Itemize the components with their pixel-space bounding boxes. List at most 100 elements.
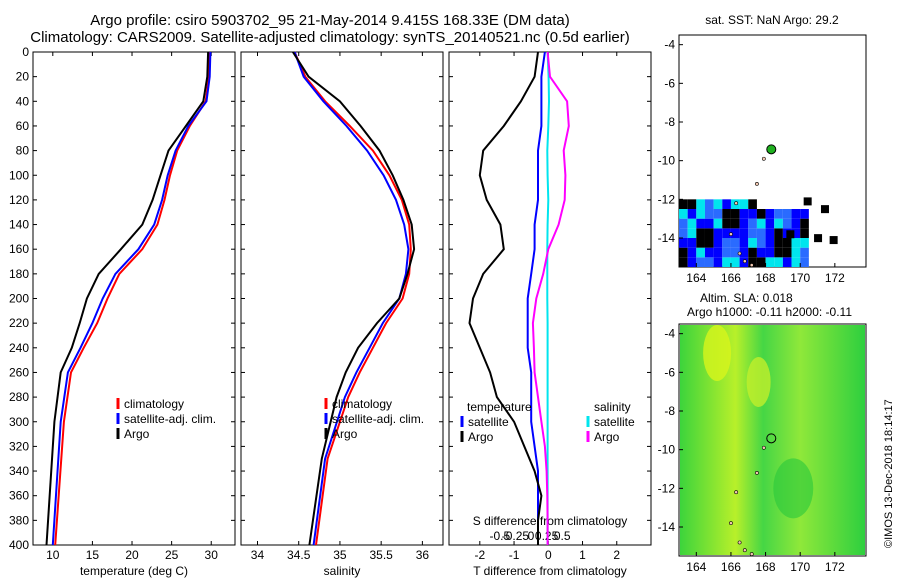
legend-entry: satellite <box>594 415 635 429</box>
sst-cell <box>765 257 775 267</box>
sst-cell <box>782 218 792 229</box>
series-line-satellite-adj-clim- <box>51 51 212 546</box>
depth-tick-label: 240 <box>9 341 29 355</box>
lon-tick-label: 164 <box>686 560 706 574</box>
sst-cell <box>774 257 783 267</box>
sst-cell <box>722 238 731 248</box>
depth-tick-label: 180 <box>9 267 29 281</box>
sst-cell <box>748 238 757 248</box>
sst-cell <box>696 228 705 238</box>
sst-cell <box>687 247 697 258</box>
series-line-argo <box>292 51 416 546</box>
sst-cell <box>782 209 792 219</box>
sst-cell <box>739 199 749 209</box>
sla-high-patch <box>746 357 771 407</box>
sst-cell <box>765 238 775 248</box>
island-marker <box>749 263 754 267</box>
sst-cell <box>800 209 809 219</box>
x-tick-label: 2 <box>613 548 620 562</box>
x-tick-label: 35.5 <box>369 548 393 562</box>
sst-cell <box>756 257 766 267</box>
lat-tick-label: -10 <box>658 154 676 168</box>
lon-tick-label: 164 <box>686 271 706 285</box>
depth-tick-label: 360 <box>9 489 29 503</box>
depth-tick-label: 80 <box>16 144 30 158</box>
s-difference-label: S difference from climatology <box>473 514 628 528</box>
sst-cell <box>696 209 705 219</box>
depth-tick-label: 120 <box>9 193 29 207</box>
x-tick-label: 30 <box>205 548 219 562</box>
legend-entry: Argo <box>332 427 358 441</box>
sst-cell <box>756 218 766 229</box>
sst-cell <box>791 257 801 267</box>
lat-tick-label: -6 <box>664 76 675 90</box>
sst-cell <box>739 209 749 219</box>
sst-cell <box>786 230 795 239</box>
sst-cell <box>765 228 775 238</box>
x-tick-label: 20 <box>125 548 139 562</box>
sst-cell <box>739 228 749 238</box>
sst-cell <box>730 228 740 238</box>
depth-tick-label: 20 <box>16 70 30 84</box>
sst-cell <box>704 218 714 229</box>
depth-tick-label: 100 <box>9 168 29 182</box>
lon-tick-label: 168 <box>756 271 776 285</box>
sst-cell <box>756 247 766 258</box>
island-marker <box>742 548 747 553</box>
legend-entry: satellite <box>468 415 509 429</box>
sst-cell <box>748 257 757 267</box>
panel-frame-2 <box>448 51 652 546</box>
sst-cell <box>704 257 714 267</box>
depth-tick-label: 60 <box>16 119 30 133</box>
depth-tick-label: 280 <box>9 390 29 404</box>
sst-cell <box>820 205 829 214</box>
sst-cell <box>713 257 723 267</box>
sst-cell <box>800 228 809 238</box>
sst-cell <box>765 247 775 258</box>
sst-map-title: sat. SST: NaN Argo: 29.2 <box>705 13 839 27</box>
sst-cell <box>687 209 697 219</box>
sst-cell <box>748 209 757 219</box>
legend-entry: climatology <box>124 397 184 411</box>
s-tick-label: 0 <box>528 529 535 543</box>
island-marker <box>755 470 759 475</box>
lat-tick-label: -4 <box>664 327 675 341</box>
sst-cell <box>730 238 740 248</box>
sst-cell <box>765 218 775 229</box>
sst-cell <box>774 247 783 258</box>
lat-tick-label: -14 <box>658 520 676 534</box>
sla-map-title-line-2: Argo h1000: -0.11 h2000: -0.11 <box>687 305 852 319</box>
lat-tick-label: -4 <box>664 38 675 52</box>
panel-frame-0 <box>32 51 236 546</box>
sst-cell <box>756 209 766 219</box>
legend-title-temperature: temperature <box>467 400 532 414</box>
x-tick-label: 1 <box>579 548 586 562</box>
sst-cell <box>696 247 705 258</box>
sla-low-patch <box>773 458 814 519</box>
depth-tick-label: 300 <box>9 415 29 429</box>
sst-cell <box>829 236 838 245</box>
depth-tick-label: 40 <box>16 94 30 108</box>
sst-cell <box>800 247 809 258</box>
legend-entry: satellite-adj. clim. <box>332 412 424 426</box>
sst-cell <box>756 238 766 248</box>
panel-frame-1 <box>240 51 444 546</box>
legend-title-salinity: salinity <box>594 400 631 414</box>
x-tick-label: 34 <box>251 548 265 562</box>
sst-cell <box>730 218 740 229</box>
sst-cell <box>791 247 801 258</box>
sst-cell <box>791 238 801 248</box>
island-marker <box>737 540 742 545</box>
sst-cell <box>696 199 705 209</box>
sst-cell <box>722 218 731 229</box>
s-tick-label: -0.5 <box>489 529 510 543</box>
series-line-temperature-satellite <box>526 51 546 545</box>
lon-tick-label: 168 <box>756 560 776 574</box>
sst-cell <box>782 238 792 248</box>
sla-map-title-line-1: Altim. SLA: 0.018 <box>700 291 793 305</box>
depth-tick-label: 380 <box>9 513 29 527</box>
argo-position-marker <box>766 144 777 155</box>
legend-entry: Argo <box>468 430 494 444</box>
sst-cell <box>739 218 749 229</box>
legend-entry: satellite-adj. clim. <box>124 412 216 426</box>
